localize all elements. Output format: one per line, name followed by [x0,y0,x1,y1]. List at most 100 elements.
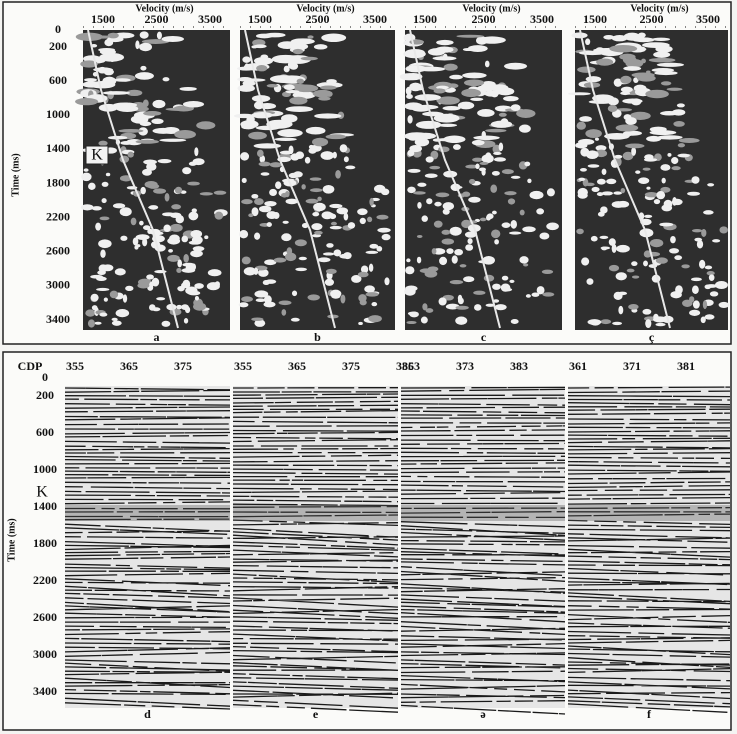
semblance-blob [656,62,685,67]
semblance-blob [377,227,391,233]
semblance-blob [244,63,249,70]
semblance-blob [360,265,369,274]
semblance-blob [579,116,592,122]
semblance-blob [251,45,258,49]
semblance-blob [666,87,683,91]
semblance-blob [510,318,519,324]
time-tick-label: 3000 [46,278,70,292]
velocity-title: Velocity (m/s) [296,3,354,14]
semblance-blob [677,153,690,158]
panel-label: e [313,707,319,721]
semblance-blob [678,137,700,144]
semblance-blob [617,291,628,296]
semblance-blob [307,294,320,301]
time-tick-label: 2600 [46,244,70,258]
semblance-blob [300,56,318,61]
semblance-blob [251,193,259,199]
semblance-blob [483,274,495,282]
semblance-blob [441,238,455,245]
semblance-blob [655,322,666,327]
cdp-label: 373 [456,359,474,373]
semblance-blob [442,105,461,111]
semblance-blob [325,268,337,274]
semblance-blob [284,191,290,198]
semblance-blob [439,256,448,266]
semblance-blob [293,84,319,93]
semblance-blob [275,181,282,189]
semblance-blob [486,214,491,221]
semblance-blob [422,303,428,311]
semblance-blob [454,248,464,256]
semblance-blob [364,285,376,293]
semblance-blob [443,63,458,71]
semblance-blob [442,202,455,211]
semblance-blob [638,177,650,184]
semblance-blob [613,78,623,87]
semblance-blob [571,32,588,39]
semblance-blob [648,57,676,63]
semblance-blob [465,164,479,169]
semblance-blob [494,304,507,311]
semblance-blob [263,301,276,308]
semblance-blob [269,162,282,168]
semblance-blob [365,292,379,297]
semblance-blob [462,72,487,79]
semblance-blob [669,248,680,254]
semblance-blob [578,177,586,182]
semblance-blob [620,75,632,84]
semblance-blob [449,226,462,236]
semblance-blob [673,121,685,127]
semblance-blob [207,269,222,277]
time-tick-label: 1000 [33,462,57,476]
semblance-blob [190,250,203,258]
semblance-blob [599,235,609,240]
semblance-blob [660,186,671,193]
semblance-blob [455,305,469,310]
semblance-blob [417,182,427,187]
semblance-blob [481,168,486,176]
semblance-blob [625,58,644,68]
semblance-blob [264,201,277,207]
semblance-blob [433,113,460,123]
time-tick-label: 2200 [46,209,70,223]
cdp-label: 365 [288,359,306,373]
semblance-blob [438,297,447,306]
semblance-blob [318,96,331,101]
semblance-blob [101,181,109,187]
semblance-blob [415,120,442,129]
top-y-label: Time (ms) [10,153,21,196]
semblance-blob [518,124,531,133]
velocity-tick-label: 3500 [696,12,720,26]
velocity-pick [409,29,501,329]
semblance-blob [329,203,343,209]
semblance-blob [107,32,119,39]
semblance-blob [91,206,102,211]
semblance-blob [188,161,197,166]
semblance-blob [584,182,595,187]
semblance-blob [329,225,342,230]
semblance-blob [577,66,596,73]
semblance-blob [277,41,297,50]
semblance-blob [88,182,96,191]
time-tick-label: 0 [55,22,61,36]
semblance-blob [99,216,110,221]
semblance-blob [308,147,317,154]
semblance-blob [493,157,506,162]
semblance-blob [314,113,342,119]
semblance-blob [671,198,683,206]
semblance-blob [405,285,418,292]
cdp-label: 365 [120,359,138,373]
semblance-blob [503,96,519,102]
semblance-blob [266,222,272,227]
semblance-blob [434,201,442,207]
semblance-blob [601,168,607,175]
semblance-blob [523,263,529,267]
semblance-blob [467,45,488,52]
semblance-blob [126,89,143,97]
semblance-blob [156,31,162,40]
time-tick-label: 1000 [46,107,70,121]
semblance-blob [103,68,114,76]
semblance-blob [243,267,257,276]
semblance-blob [616,244,630,253]
semblance-blob [118,129,144,133]
